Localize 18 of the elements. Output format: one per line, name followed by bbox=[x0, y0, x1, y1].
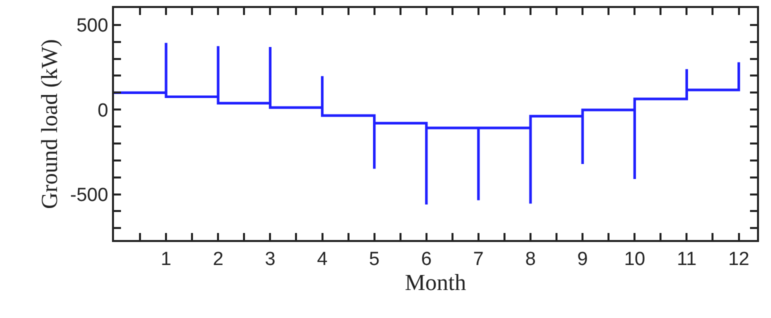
x-axis-title: Month bbox=[404, 270, 467, 295]
x-tick-label: 7 bbox=[473, 248, 484, 270]
y-tick-label: -500 bbox=[70, 184, 108, 206]
x-tick-label: 3 bbox=[264, 248, 276, 270]
x-tick-label: 8 bbox=[525, 248, 536, 270]
x-tick-label: 10 bbox=[624, 248, 646, 270]
y-tick-label: 0 bbox=[98, 100, 108, 122]
x-tick-label: 11 bbox=[676, 248, 697, 270]
x-tick-label: 9 bbox=[577, 248, 588, 270]
line-series bbox=[114, 42, 740, 206]
y-axis-title: Ground load (kW) bbox=[37, 39, 62, 209]
x-tick-label: 5 bbox=[369, 248, 380, 270]
y-tick-label: 500 bbox=[76, 16, 108, 37]
x-tick-label: 6 bbox=[421, 248, 432, 270]
x-tick-label: 4 bbox=[316, 248, 328, 270]
x-tick-label: 12 bbox=[728, 248, 750, 270]
x-tick-label: 2 bbox=[212, 248, 224, 270]
x-tick-label: 1 bbox=[160, 248, 172, 270]
